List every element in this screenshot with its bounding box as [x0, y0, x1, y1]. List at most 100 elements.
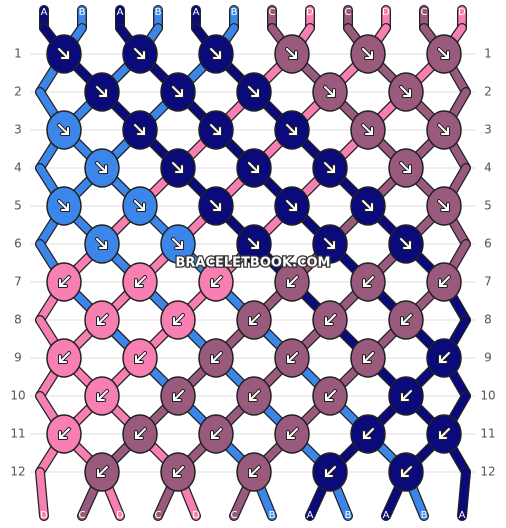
bottom-label: C	[231, 510, 238, 521]
knot-arrow	[439, 428, 450, 439]
top-label: D	[306, 7, 314, 18]
knot-arrow	[96, 86, 107, 97]
row-number: 7	[484, 275, 492, 289]
knot-arrow	[173, 466, 184, 477]
row-number: 11	[10, 427, 25, 441]
knot-arrow	[172, 162, 183, 173]
knot-arrow	[96, 162, 107, 173]
row-number: 1	[14, 47, 22, 61]
knot-arrow	[172, 86, 183, 97]
row-number: 4	[484, 161, 492, 175]
knot-arrow	[363, 428, 374, 439]
knot-arrow	[248, 162, 259, 173]
knot-arrow	[286, 48, 297, 59]
row-number: 10	[10, 389, 25, 403]
knot-arrow	[400, 162, 411, 173]
row-number: 7	[14, 275, 22, 289]
knot-arrow	[173, 390, 184, 401]
knot-arrow	[172, 238, 183, 249]
row-number: 12	[10, 465, 25, 479]
row-number: 8	[484, 313, 492, 327]
knot-arrow	[249, 466, 260, 477]
row-number: 2	[14, 85, 22, 99]
knot-arrow	[362, 124, 373, 135]
knot-arrow	[97, 314, 108, 325]
knot-arrow	[173, 314, 184, 325]
knot-arrow	[59, 276, 70, 287]
row-number: 12	[480, 465, 495, 479]
knot-arrow	[211, 428, 222, 439]
knot-arrow	[211, 352, 222, 363]
knot-arrow	[210, 200, 221, 211]
knot-arrow	[324, 238, 335, 249]
row-number: 11	[480, 427, 495, 441]
knot-arrow	[325, 390, 336, 401]
knot-arrow	[363, 276, 374, 287]
row-number: 4	[14, 161, 22, 175]
knot-arrow	[134, 48, 145, 59]
bottom-label: A	[459, 510, 466, 521]
top-label: D	[382, 7, 390, 18]
knot-arrow	[210, 124, 221, 135]
top-label: A	[41, 7, 48, 18]
knot-arrow	[134, 200, 145, 211]
knot-arrow	[286, 200, 297, 211]
row-number: 3	[14, 123, 22, 137]
knot-arrow	[58, 200, 69, 211]
top-label: C	[421, 7, 428, 18]
knot-arrow	[287, 428, 298, 439]
top-label: A	[117, 7, 124, 18]
row-number: 6	[14, 237, 22, 251]
row-number: 8	[14, 313, 22, 327]
top-label: C	[345, 7, 352, 18]
knot-arrow	[324, 86, 335, 97]
knot-arrow	[438, 48, 449, 59]
bottom-label: D	[116, 510, 124, 521]
knot-arrow	[438, 200, 449, 211]
bottom-label: D	[40, 510, 48, 521]
bottom-label: A	[307, 510, 314, 521]
knot-arrow	[59, 352, 70, 363]
row-number: 5	[484, 199, 492, 213]
knot-arrow	[135, 428, 146, 439]
knot-arrow	[210, 48, 221, 59]
knot-arrow	[58, 48, 69, 59]
knot-arrow	[211, 276, 222, 287]
row-number: 10	[480, 389, 495, 403]
knot-arrow	[135, 276, 146, 287]
watermark: BRACELETBOOK.COM	[176, 256, 331, 271]
knot-arrow	[401, 390, 412, 401]
top-label: B	[79, 7, 86, 18]
top-label: B	[231, 7, 238, 18]
knot-arrow	[439, 276, 450, 287]
knot-arrow	[287, 276, 298, 287]
knot-arrow	[325, 466, 336, 477]
knot-arrow	[58, 124, 69, 135]
knot-arrow	[248, 86, 259, 97]
bottom-label: B	[421, 510, 428, 521]
knot-arrow	[325, 314, 336, 325]
knot-arrow	[324, 162, 335, 173]
top-label: C	[269, 7, 276, 18]
knot-arrow	[249, 314, 260, 325]
knot-arrow	[97, 390, 108, 401]
knot-arrow	[286, 124, 297, 135]
thread	[36, 468, 48, 520]
top-label: B	[155, 7, 162, 18]
row-number: 9	[14, 351, 22, 365]
knot-arrow	[134, 124, 145, 135]
knot-arrow	[363, 352, 374, 363]
top-label: A	[193, 7, 200, 18]
knot-arrow	[400, 86, 411, 97]
knot-arrow	[287, 352, 298, 363]
knot-arrow	[439, 352, 450, 363]
bottom-label: A	[383, 510, 390, 521]
thread	[458, 468, 470, 520]
row-number: 1	[484, 47, 492, 61]
row-number: 2	[484, 85, 492, 99]
knot-arrow	[249, 390, 260, 401]
knot-arrow	[59, 428, 70, 439]
row-number: 3	[484, 123, 492, 137]
top-label: D	[458, 7, 466, 18]
